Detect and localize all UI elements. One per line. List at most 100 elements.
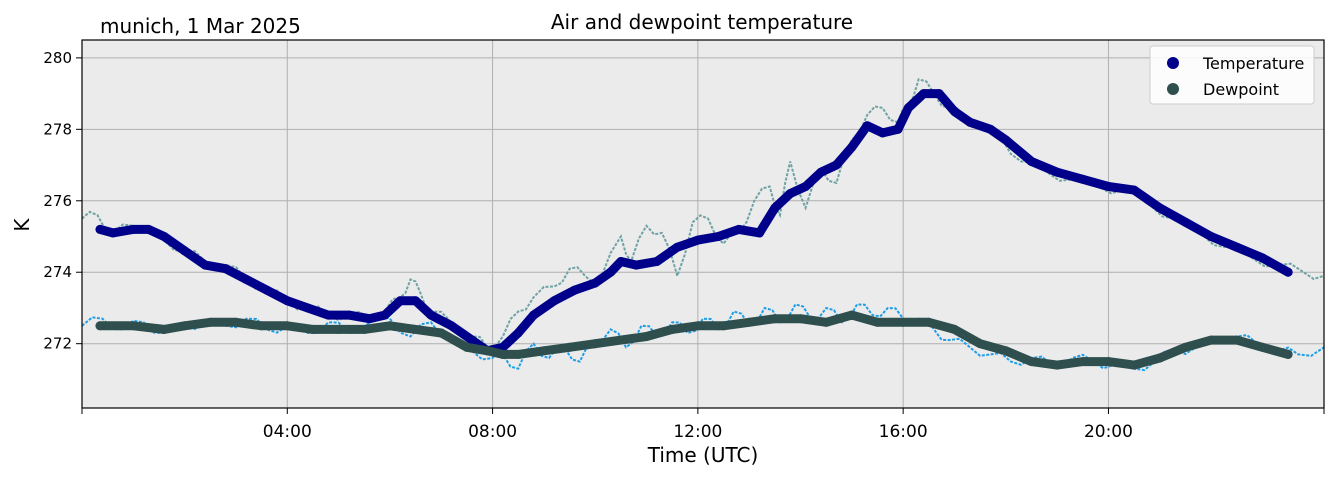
temperature-point (919, 89, 929, 99)
location-date-label: munich, 1 Mar 2025 (100, 14, 301, 38)
temperature-point (831, 160, 841, 170)
temperature-point (221, 264, 231, 274)
dewpoint-point (1027, 357, 1036, 367)
dewpoint-point (180, 321, 190, 331)
temperature-point (108, 228, 118, 238)
temperature-point (380, 310, 390, 320)
temperature-point (200, 260, 210, 270)
dewpoint-point (744, 317, 754, 327)
dewpoint-point (590, 339, 600, 349)
y-tick-label: 278 (43, 120, 72, 138)
x-axis-label: Time (UTC) (647, 443, 759, 467)
dewpoint-point (498, 349, 508, 359)
temperature-point (1052, 167, 1062, 177)
y-tick-label: 280 (43, 49, 72, 67)
grid-lines (82, 40, 1324, 408)
dewpoint-point (257, 321, 267, 331)
temperature-point (893, 124, 903, 134)
plot-frame (81, 39, 1325, 409)
temperature-point (467, 335, 477, 345)
dewpoint-point (205, 317, 215, 327)
temperature-point (282, 296, 292, 306)
temperature-point (549, 296, 559, 306)
temperature-point (364, 314, 374, 324)
dewpoint-point (1206, 335, 1216, 345)
temperature-point (95, 224, 105, 234)
smoothed-series (95, 89, 1293, 370)
temperature-point (1001, 135, 1011, 145)
y-axis-label: K (10, 218, 34, 232)
dewpoint-point (1283, 349, 1293, 359)
x-tick-label: 12:00 (673, 422, 722, 442)
temperature-point (1180, 217, 1190, 227)
dewpoint-point (1078, 357, 1088, 367)
dewpoint-point (770, 314, 780, 324)
dewpoint-point (411, 324, 421, 334)
dewpoint-point (821, 317, 831, 327)
temperature-point (1232, 242, 1242, 252)
x-tick-label: 08:00 (468, 422, 517, 442)
dewpoint-point (231, 317, 241, 327)
dewpoint-point (642, 332, 651, 341)
temperature-point (606, 267, 616, 277)
temperature-point (672, 242, 682, 252)
x-tick-label: 20:00 (1084, 422, 1133, 442)
y-tick-label: 276 (43, 192, 72, 210)
dewpoint-point (539, 346, 549, 356)
temperature-point (1155, 203, 1165, 213)
temperature-point (159, 232, 169, 241)
dewpoint-point (95, 321, 105, 331)
temperature-point (801, 182, 811, 191)
dewpoint-point (128, 321, 138, 331)
dewpoint-point (1257, 342, 1267, 352)
temperature-point (529, 310, 539, 320)
dewpoint-point (1180, 342, 1190, 352)
dewpoint-point (436, 328, 446, 338)
temperature-point (426, 310, 436, 320)
temperature-point (816, 167, 826, 177)
dewpoint-point (975, 339, 985, 349)
temperature-legend-label: Temperature (1202, 54, 1304, 73)
temperature-point (344, 310, 354, 320)
temperature-point (770, 203, 780, 213)
temperature-point (734, 224, 744, 234)
temperature-point (128, 224, 138, 234)
temperature-point (950, 107, 959, 116)
dewpoint-point (282, 321, 292, 331)
dewpoint-point (359, 324, 369, 334)
temperature-point (847, 142, 857, 152)
temperature-point (985, 124, 995, 134)
temperature-point (862, 121, 872, 131)
chart-title: Air and dewpoint temperature (551, 10, 853, 34)
temperature-point (323, 310, 333, 320)
temperature-point (693, 235, 703, 245)
dewpoint-legend-marker (1167, 83, 1179, 95)
dewpoint-point (565, 342, 575, 352)
dewpoint-point (796, 314, 805, 324)
dewpoint-point (1001, 346, 1011, 356)
legend: Temperature Dewpoint (1149, 45, 1315, 105)
temperature-point (631, 260, 641, 270)
temperature-point (1257, 253, 1267, 263)
x-tick-label: 04:00 (263, 422, 312, 442)
dewpoint-point (1129, 360, 1139, 370)
temperature-point (785, 189, 795, 199)
temperature-legend-marker (1167, 57, 1179, 69)
dewpoint-point (847, 310, 857, 320)
dewpoint-point (924, 317, 934, 327)
temperature-point (303, 303, 313, 313)
dewpoint-raw-line (81, 303, 1325, 372)
dewpoint-point (159, 324, 169, 334)
dewpoint-point (334, 324, 344, 334)
dewpoint-point (898, 317, 908, 327)
plot-area (82, 40, 1324, 408)
temperature-point (616, 257, 626, 266)
dewpoint-point (462, 342, 472, 352)
dewpoint-point (719, 321, 728, 331)
dewpoint-point (513, 349, 523, 359)
dewpoint-point (667, 324, 677, 334)
dewpoint-point (873, 317, 882, 327)
dewpoint-point (950, 324, 959, 334)
dewpoint-point (616, 335, 626, 345)
temperature-point (934, 89, 944, 99)
